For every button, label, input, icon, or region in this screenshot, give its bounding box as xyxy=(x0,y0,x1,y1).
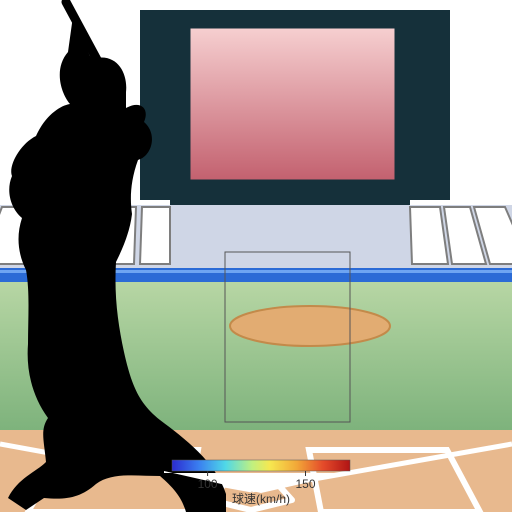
scoreboard-screen xyxy=(190,28,395,180)
colorbar-tick-label: 100 xyxy=(198,477,218,491)
colorbar-axis-label: 球速(km/h) xyxy=(232,492,290,506)
pitch-chart: 100 150 球速(km/h) xyxy=(0,0,512,512)
colorbar-gradient xyxy=(172,460,350,471)
colorbar-tick-label: 150 xyxy=(295,477,315,491)
pitchers-mound xyxy=(230,306,390,346)
wall-panel xyxy=(140,207,170,264)
